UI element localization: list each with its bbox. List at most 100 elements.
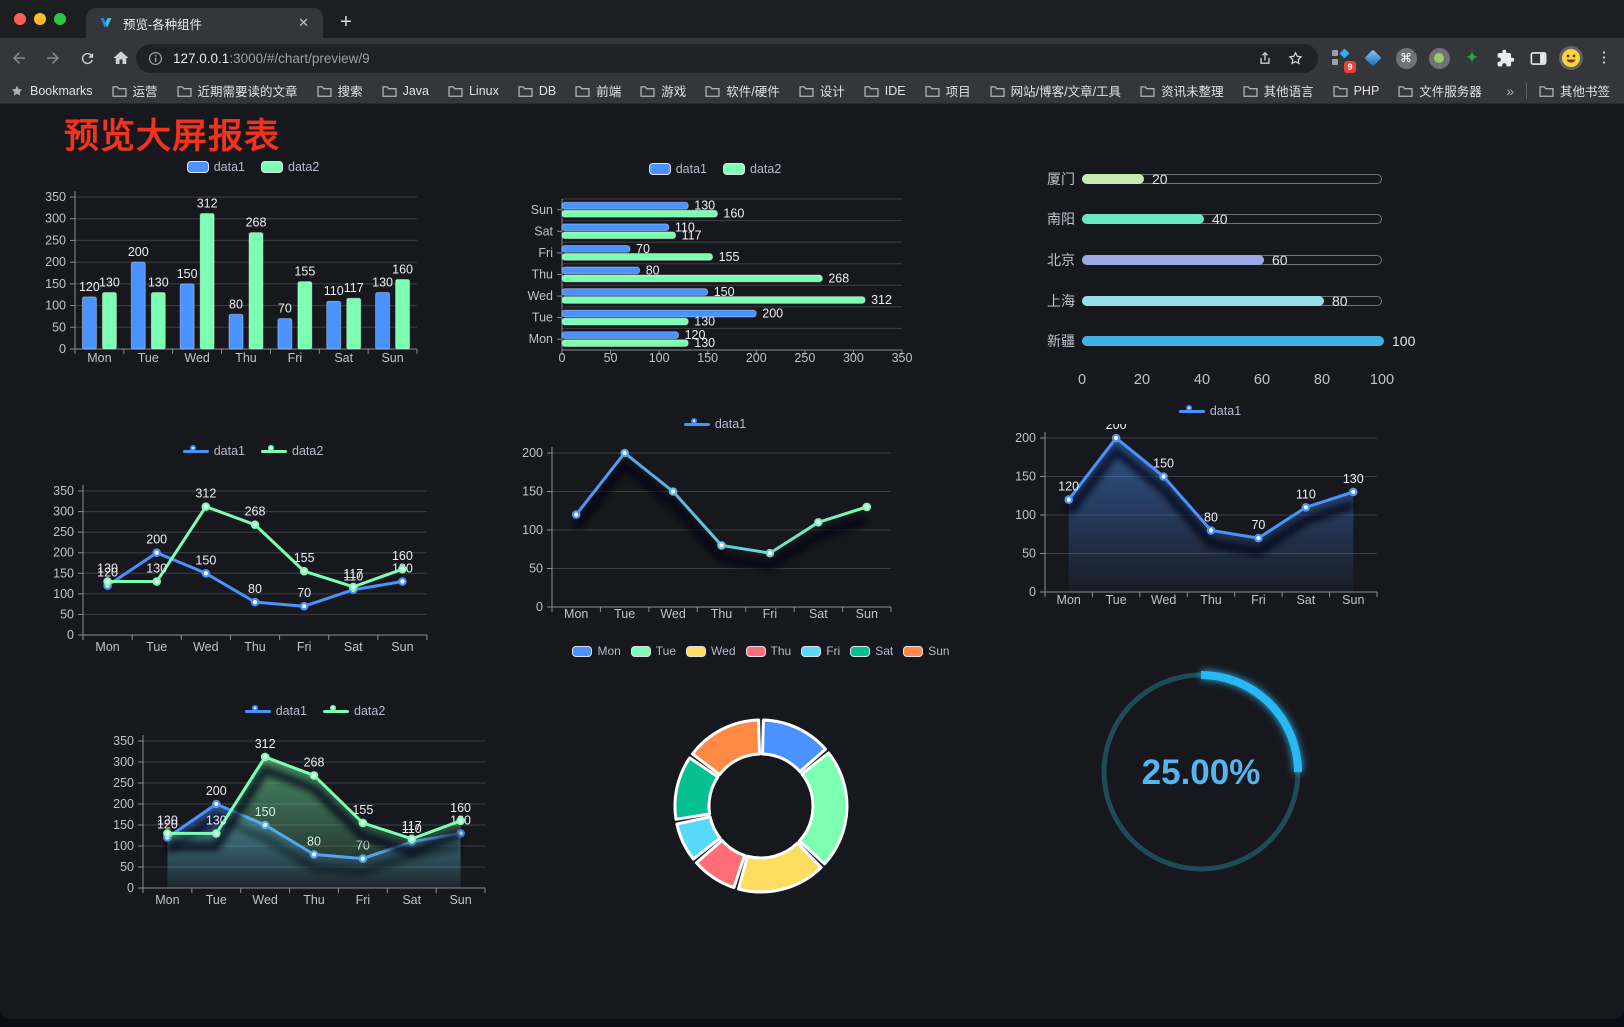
profile-avatar[interactable]	[1559, 46, 1583, 70]
chart-canvas[interactable]: 0 50 100 150 200 250 300 350 Mon Tue Wed Thu Fri Sat S…	[100, 724, 530, 919]
legend-item[interactable]: data1	[186, 160, 245, 174]
bar[interactable]	[561, 331, 680, 340]
legend-item[interactable]: data1	[182, 444, 245, 458]
legend-item[interactable]: data2	[261, 160, 319, 174]
data-point[interactable]	[201, 502, 211, 511]
bar[interactable]	[375, 292, 391, 350]
donut-segment[interactable]	[673, 756, 720, 821]
data-point[interactable]	[1301, 503, 1311, 512]
legend-item[interactable]: Sun	[903, 644, 950, 658]
donut-segment[interactable]	[695, 838, 747, 890]
bookmark-folder[interactable]: 游戏	[640, 81, 686, 100]
bar[interactable]	[561, 296, 866, 304]
data-point[interactable]	[1111, 433, 1121, 443]
data-point[interactable]	[398, 577, 407, 586]
reload-icon[interactable]	[72, 43, 102, 73]
browser-tab[interactable]: 预览-各种组件 ✕	[86, 8, 323, 38]
data-point[interactable]	[571, 510, 581, 519]
bar[interactable]	[561, 339, 689, 348]
data-point[interactable]	[1159, 472, 1168, 481]
bar[interactable]	[561, 266, 641, 275]
bar[interactable]	[561, 201, 689, 210]
legend-item[interactable]: Tue	[630, 644, 676, 658]
data-point[interactable]	[358, 818, 368, 828]
bookmark-folder[interactable]: 项目	[925, 81, 971, 100]
bookmark-folder[interactable]: 软件/硬件	[705, 81, 780, 100]
progress-row[interactable]: 新疆 100	[1000, 331, 1420, 351]
bar[interactable]	[395, 279, 411, 350]
bar[interactable]	[248, 232, 264, 350]
bar[interactable]	[561, 317, 689, 326]
chart-canvas[interactable]: 0 50 100 150 200 Mon Tue Wed Thu Fri Sat Sun	[505, 437, 935, 632]
data-point[interactable]	[152, 548, 162, 558]
data-point[interactable]	[201, 568, 211, 578]
data-point[interactable]	[309, 771, 319, 780]
data-point[interactable]	[862, 502, 872, 512]
extension-record-icon[interactable]	[1427, 46, 1451, 70]
bar[interactable]	[561, 223, 670, 232]
bar[interactable]	[130, 261, 146, 350]
bookmark-folder[interactable]: PHP	[1332, 84, 1379, 98]
data-point[interactable]	[163, 829, 172, 838]
fullscreen-window-button[interactable]	[54, 13, 66, 25]
bar[interactable]	[179, 283, 195, 350]
data-point[interactable]	[1206, 526, 1216, 535]
legend-item[interactable]: Wed	[686, 644, 736, 658]
bookmark-folder[interactable]: Linux	[448, 84, 499, 98]
bookmarks-overflow-chevron[interactable]: »	[1506, 82, 1514, 99]
chart-canvas[interactable]: 25.00%	[1085, 656, 1317, 888]
extension-grid-icon[interactable]: 9	[1328, 46, 1356, 73]
donut-segment[interactable]	[737, 841, 823, 894]
bar[interactable]	[561, 209, 718, 218]
bar[interactable]	[561, 274, 823, 283]
bookmark-folder[interactable]: IDE	[864, 84, 906, 98]
data-point[interactable]	[250, 597, 260, 607]
extension-command-icon[interactable]: ⌘	[1394, 46, 1418, 70]
other-bookmarks-folder[interactable]: 其他书签	[1539, 81, 1610, 100]
bar[interactable]	[561, 252, 714, 261]
close-window-button[interactable]	[14, 13, 26, 25]
share-icon[interactable]	[1257, 50, 1273, 67]
donut-segment[interactable]	[761, 718, 827, 774]
legend-item[interactable]: Thu	[745, 644, 791, 658]
site-info-icon[interactable]	[148, 51, 163, 66]
bar[interactable]	[228, 313, 244, 350]
progress-row[interactable]: 南阳 40	[1000, 209, 1420, 229]
back-icon[interactable]	[4, 43, 34, 73]
data-point[interactable]	[1348, 487, 1358, 497]
data-point[interactable]	[407, 834, 417, 844]
legend-item[interactable]: data1	[648, 162, 707, 176]
bar[interactable]	[561, 288, 709, 296]
bar[interactable]	[81, 296, 97, 350]
data-point[interactable]	[620, 448, 629, 458]
extensions-puzzle-icon[interactable]	[1493, 46, 1517, 70]
donut-segment[interactable]	[675, 815, 722, 861]
chart-canvas[interactable]: 0 50 100 150 200 250 300 350 Mon Tue Wed Thu Fri Sat S…	[43, 180, 463, 375]
bookmark-folder[interactable]: 其他语言	[1242, 81, 1314, 100]
legend-item[interactable]: data2	[323, 704, 385, 718]
bar[interactable]	[561, 244, 631, 253]
browser-menu-icon[interactable]: ⋮	[1596, 49, 1612, 66]
data-point[interactable]	[211, 829, 221, 838]
minimize-window-button[interactable]	[34, 13, 46, 25]
data-point[interactable]	[1064, 495, 1074, 504]
address-bar[interactable]: 127.0.0.1:3000/#/chart/preview/9	[136, 44, 1318, 73]
legend-item[interactable]: data2	[261, 444, 323, 458]
data-point[interactable]	[668, 487, 678, 496]
data-point[interactable]	[211, 799, 221, 809]
bookmark-item-bookmarks[interactable]: Bookmarks	[10, 84, 93, 98]
data-point[interactable]	[260, 752, 270, 762]
forward-icon[interactable]	[38, 43, 68, 73]
bar[interactable]	[346, 297, 362, 350]
tab-close-icon[interactable]: ✕	[298, 15, 309, 30]
legend-item[interactable]: Mon	[572, 644, 621, 658]
bar[interactable]	[326, 300, 342, 350]
data-point[interactable]	[299, 601, 309, 611]
legend-item[interactable]: data1	[1178, 404, 1241, 418]
progress-row[interactable]: 厦门 20	[1000, 169, 1420, 189]
legend-item[interactable]: data1	[244, 704, 307, 718]
data-point[interactable]	[250, 520, 260, 530]
new-tab-button[interactable]: +	[340, 11, 352, 33]
progress-bars-chart[interactable]: 厦门 20 南阳 40 北京 60 上海 80 新疆 100 0 20 40 60 80 1…	[1000, 160, 1420, 410]
